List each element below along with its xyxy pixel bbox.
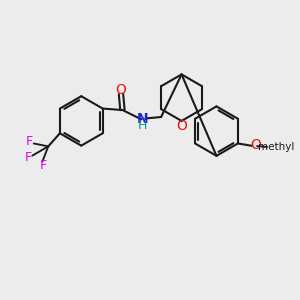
Text: methyl: methyl [258,142,294,152]
Text: F: F [24,151,32,164]
Text: O: O [176,119,187,133]
Text: O: O [116,83,126,97]
Text: O: O [250,139,261,152]
Text: F: F [39,159,46,172]
Text: H: H [138,119,148,132]
Text: N: N [137,112,148,126]
Text: F: F [26,135,33,148]
